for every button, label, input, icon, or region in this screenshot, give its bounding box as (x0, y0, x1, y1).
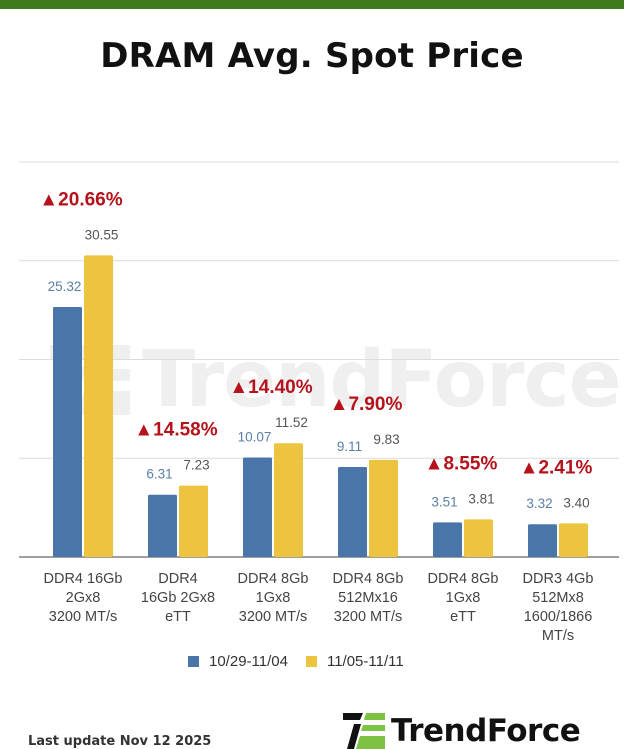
value-label: 25.32 (48, 279, 82, 294)
category-label: 1Gx8 (446, 590, 481, 606)
category-label: DDR4 8Gb (238, 571, 309, 587)
category-label: MT/s (542, 628, 574, 640)
change-annotation: ▲7.90% (330, 394, 403, 415)
category-label: 512Mx8 (532, 590, 584, 606)
category-label: DDR4 8Gb (333, 571, 404, 587)
bar-series1 (433, 522, 462, 557)
category-label: 1Gx8 (256, 590, 291, 606)
bar-series2 (179, 485, 208, 557)
value-label: 30.55 (85, 227, 119, 242)
bar-series2 (84, 255, 113, 557)
category-label: 512Mx16 (338, 590, 398, 606)
value-label: 3.40 (563, 495, 589, 510)
category-label: 16Gb 2Gx8 (141, 590, 215, 606)
chart-title: DRAM Avg. Spot Price (100, 36, 524, 76)
top-accent-bar (0, 0, 624, 9)
change-annotation: ▲2.41% (520, 457, 593, 478)
logo-text: TrendForce (391, 712, 581, 749)
legend-swatch-series1 (188, 656, 199, 667)
bar-series2 (559, 523, 588, 557)
category-label: DDR4 (158, 571, 197, 587)
legend-item-series1: 10/29-11/04 (188, 653, 288, 670)
bar-series1 (243, 457, 272, 557)
value-label: 9.11 (337, 439, 362, 454)
legend-item-series2: 11/05-11/11 (305, 653, 404, 670)
category-label: 3200 MT/s (49, 609, 118, 625)
bar-series2 (464, 519, 493, 557)
last-update-text: Last update Nov 12 2025 (28, 734, 212, 749)
change-annotation: ▲8.55% (425, 453, 498, 474)
bar-series2 (274, 443, 303, 557)
value-label: 9.83 (373, 432, 399, 447)
category-label: eTT (450, 609, 476, 625)
bar-series1 (148, 494, 177, 557)
category-label: 3200 MT/s (239, 609, 308, 625)
value-label: 3.81 (468, 491, 494, 506)
bar-series1 (528, 524, 557, 557)
bar-series1 (338, 467, 367, 557)
legend-label-series2: 11/05-11/11 (326, 653, 404, 670)
value-label: 11.52 (275, 415, 308, 430)
category-label: 2Gx8 (66, 590, 101, 606)
legend-label-series1: 10/29-11/04 (209, 653, 288, 670)
category-label: 1600/1866 (524, 609, 593, 625)
category-label: DDR4 8Gb (428, 571, 499, 587)
value-label: 6.31 (146, 467, 172, 482)
trendforce-logo: TrendForce (343, 712, 581, 749)
bar-series2 (369, 459, 398, 557)
value-label: 3.51 (431, 494, 457, 509)
bar-series1 (53, 306, 82, 557)
change-annotation: ▲14.58% (134, 420, 217, 441)
category-label: eTT (165, 609, 191, 625)
value-label: 10.07 (238, 430, 272, 445)
trendforce-logo-icon (343, 712, 385, 749)
category-label: DDR4 16Gb (44, 571, 123, 587)
category-label: DDR3 4Gb (523, 571, 594, 587)
bar-chart: 25.32 30.55 ▲20.66% DDR4 16Gb 2Gx8 3200 MT/s 6… (19, 161, 619, 640)
change-annotation: ▲14.40% (229, 377, 312, 398)
legend-swatch-series2 (305, 656, 317, 667)
value-label: 3.32 (526, 496, 552, 511)
change-annotation: ▲20.66% (39, 189, 122, 210)
category-label: 3200 MT/s (334, 609, 403, 625)
legend: 10/29-11/04 11/05-11/11 (188, 653, 422, 670)
value-label: 7.23 (183, 458, 209, 473)
